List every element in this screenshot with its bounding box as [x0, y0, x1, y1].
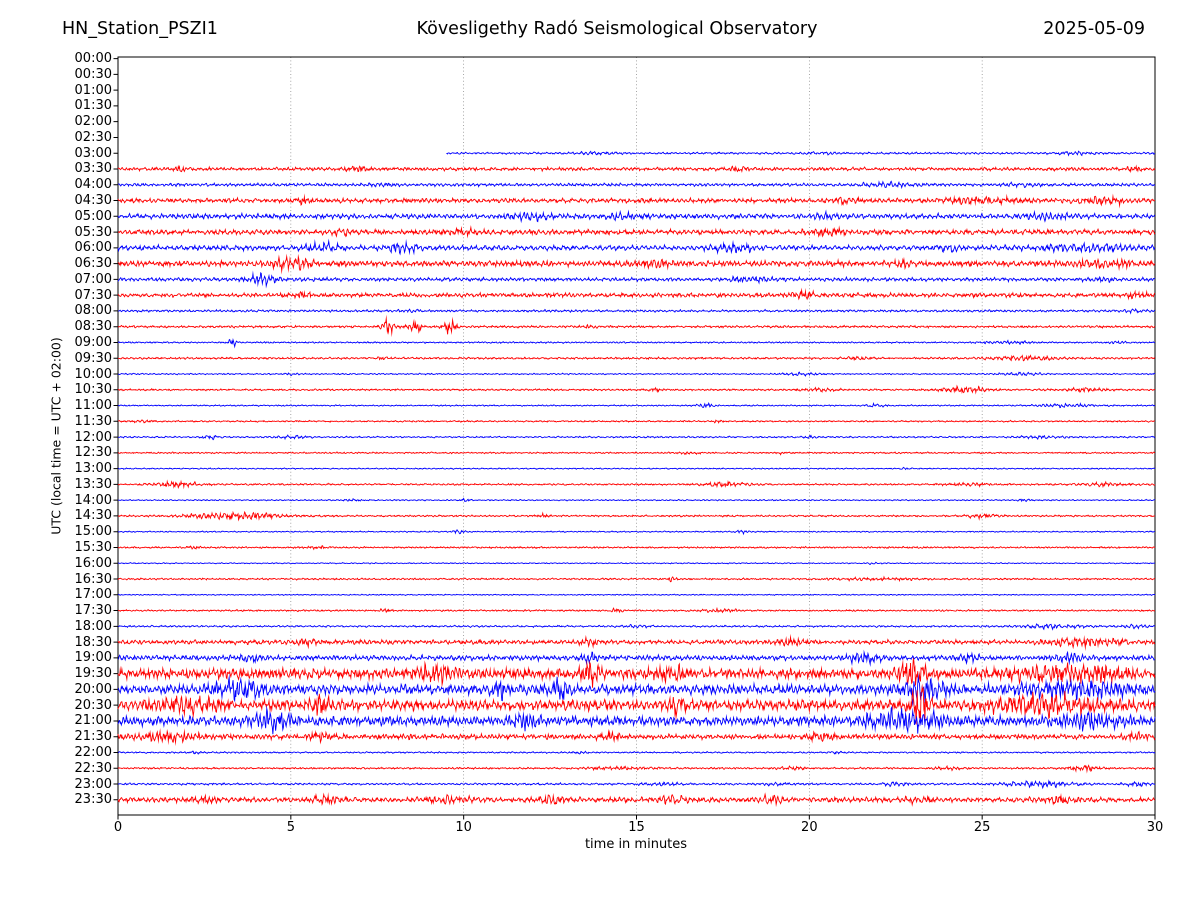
ytick-label: 10:00 — [74, 366, 112, 382]
ytick-label: 05:00 — [74, 208, 112, 224]
x-axis-label: time in minutes — [584, 837, 688, 852]
xtick-label: 25 — [973, 820, 991, 835]
xtick-label: 20 — [801, 820, 818, 835]
ytick-label: 11:00 — [74, 398, 112, 414]
ytick-label: 21:30 — [74, 729, 112, 745]
ytick-label: 07:00 — [74, 271, 112, 287]
ytick-label: 23:00 — [74, 776, 112, 792]
ytick-label: 12:30 — [74, 445, 112, 461]
ytick-label: 02:00 — [74, 114, 112, 130]
ytick-label: 07:30 — [74, 287, 112, 303]
ytick-label: 22:00 — [74, 744, 112, 760]
ytick-label: 06:30 — [74, 256, 112, 272]
ytick-label: 16:00 — [74, 555, 112, 571]
xtick-label: 5 — [286, 820, 295, 835]
ytick-label: 09:00 — [74, 334, 112, 350]
ytick-label: 05:30 — [74, 224, 112, 240]
ytick-label: 14:00 — [74, 492, 112, 508]
ytick-label: 08:00 — [74, 303, 112, 319]
xtick-label: 30 — [1146, 820, 1164, 835]
ytick-label: 17:00 — [74, 587, 112, 603]
ytick-label: 22:30 — [74, 760, 112, 776]
date-title: 2025-05-09 — [1043, 19, 1145, 39]
xtick-label: 0 — [113, 820, 123, 835]
ytick-label: 18:00 — [74, 618, 112, 634]
ytick-label: 03:00 — [74, 145, 112, 161]
ytick-label: 01:30 — [74, 98, 112, 114]
ytick-label: 19:30 — [74, 666, 112, 682]
ytick-label: 20:30 — [74, 697, 112, 713]
ytick-label: 14:30 — [74, 508, 112, 524]
ytick-label: 17:30 — [74, 603, 112, 619]
station-title: HN_Station_PSZI1 — [62, 19, 218, 39]
ytick-label: 04:00 — [74, 177, 112, 193]
ytick-label: 13:00 — [74, 461, 112, 477]
xtick-label: 15 — [628, 820, 645, 835]
ytick-label: 15:00 — [74, 524, 112, 540]
xtick-label: 10 — [455, 820, 472, 835]
ytick-label: 16:30 — [74, 571, 112, 587]
ytick-label: 03:30 — [74, 161, 112, 177]
ytick-label: 06:00 — [74, 240, 112, 256]
ytick-label: 19:00 — [74, 650, 112, 666]
ytick-label: 01:00 — [74, 82, 112, 98]
ytick-label: 21:00 — [74, 713, 112, 729]
ytick-label: 11:30 — [74, 413, 112, 429]
ytick-label: 15:30 — [74, 539, 112, 555]
ytick-label: 12:00 — [74, 429, 112, 445]
ytick-label: 10:30 — [74, 382, 112, 398]
ytick-label: 18:30 — [74, 634, 112, 650]
ytick-label: 04:30 — [74, 193, 112, 209]
ytick-label: 20:00 — [74, 681, 112, 697]
ytick-label: 13:30 — [74, 476, 112, 492]
ytick-label: 00:30 — [74, 66, 112, 82]
ytick-label: 09:30 — [74, 350, 112, 366]
ytick-label: 08:30 — [74, 319, 112, 335]
observatory-title: Kövesligethy Radó Seismological Observat… — [416, 19, 818, 39]
ytick-label: 00:00 — [74, 51, 112, 67]
ytick-label: 02:30 — [74, 129, 112, 145]
ytick-label: 23:30 — [74, 792, 112, 808]
